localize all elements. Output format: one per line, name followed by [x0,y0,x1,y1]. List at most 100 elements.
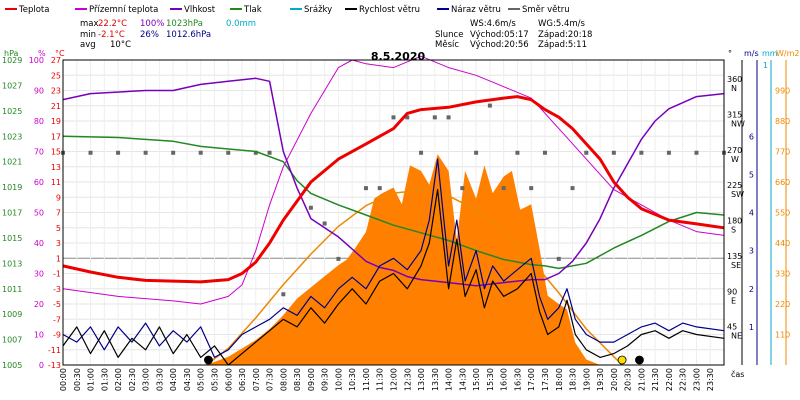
wind-direction-point [501,186,506,191]
x-tick-label: 01:00 [87,368,96,391]
wm-tick-label: 880 [775,117,790,126]
legend-label: Rychlost větru [359,5,420,15]
x-tick-label: 16:00 [500,368,509,391]
chart-title: 8.5.2020 [371,50,426,63]
hpa-tick-label: 1029 [2,56,22,65]
x-tick-label: 05:00 [197,368,206,391]
solar-radiation-area [63,154,724,365]
hpa-tick-label: 1027 [2,81,22,90]
x-tick-label: 08:00 [279,368,288,391]
legend-label: Náraz větru [451,5,501,15]
dir-tick-label: 225 [727,181,742,190]
dir-tick-label: 180 [727,217,742,226]
x-tick-label: 21:30 [651,368,660,391]
degc-tick-label: 11 [51,178,61,187]
wind-direction-point [405,115,410,120]
wind-direction-point [267,150,272,155]
dir-compass-label: E [731,296,736,305]
pct-tick-label: 70 [34,148,44,157]
wind-direction-point [226,150,231,155]
x-tick-label: 23:30 [706,368,715,391]
ms-unit: m/s [744,49,759,58]
pct-unit: % [38,49,46,58]
x-tick-label: 11:00 [362,368,371,391]
wind-direction-point [529,186,534,191]
x-tick-label: 19:30 [596,368,605,391]
wind-direction-point [515,150,520,155]
hpa-tick-label: 1021 [2,158,22,167]
x-tick-label: 17:30 [541,368,550,391]
ms-tick-label: 2 [749,285,754,294]
wind-speed-stat: WS:4.6m/s [470,19,516,29]
stats-block: max 22.2°C 100% 1023hPa 0.0mm min -2.1°C… [80,19,592,50]
dir-tick-label: 135 [727,252,742,261]
ms-tick-label: 5 [749,170,754,179]
wind-direction-point [474,150,479,155]
ms-tick-label: 6 [749,132,754,141]
degc-tick-label: 15 [51,148,61,157]
x-tick-label: 05:30 [210,368,219,391]
dir-compass-label: N [731,84,737,93]
x-tick-label: 06:00 [224,368,233,391]
wind-direction-point [391,115,396,120]
x-tick-label: 17:00 [527,368,536,391]
x-tick-label: 10:30 [348,368,357,391]
wind-direction-point [377,186,382,191]
legend-label: Přízemní teplota [89,5,158,15]
sun-event-marker [617,355,627,365]
legend-label: Teplota [18,5,49,15]
degc-tick-label: -1 [53,270,61,279]
x-tick-label: 03:00 [142,368,151,391]
legend-label: Tlak [243,5,262,15]
wind-gust-line [62,158,725,358]
max-press: 1023hPa [166,19,203,29]
wind-direction-point [253,150,258,155]
degc-unit: °C [55,49,65,58]
x-tick-label: 14:00 [445,368,454,391]
x-tick-label: 20:30 [624,368,633,391]
max-hum: 100% [140,19,164,29]
dir-compass-label: S [731,226,736,235]
max-label: max [80,19,99,29]
wind-direction-point [666,150,671,155]
wind-direction-point [281,292,286,297]
sun-rise: Východ:05:17 [470,30,529,40]
wind-direction-point [171,150,176,155]
x-tick-label: 18:30 [569,368,578,391]
x-tick-label: 18:00 [555,368,564,391]
degc-tick-label: 25 [51,71,61,80]
x-tick-label: 15:00 [472,368,481,391]
wm-tick-label: 440 [775,239,790,248]
wm-tick-label: 550 [775,209,790,218]
wm-tick-label: 110 [775,331,790,340]
wm-tick-label: 330 [775,270,790,279]
ms-tick-label: 4 [749,209,754,218]
hpa-tick-label: 1013 [2,259,22,268]
ms-tick-label: 3 [749,247,754,256]
dir-tick-label: 360 [727,75,742,84]
x-tick-label: 19:00 [582,368,591,391]
wind-direction-point [460,186,465,191]
wind-gust-stat: WG:5.4m/s [538,19,586,29]
x-tick-label: 08:30 [293,368,302,391]
dir-compass-label: NW [731,119,745,128]
wm-tick-label: 990 [775,87,790,96]
moon-label: Měsíc [435,40,459,50]
wind-direction-point [336,256,341,261]
wind-direction-point [542,150,547,155]
x-tick-label: 13:00 [417,368,426,391]
x-tick-label: 12:30 [403,368,412,391]
degc-tick-label: 13 [51,163,61,172]
x-tick-label: 22:30 [679,368,688,391]
x-tick-label: 23:00 [692,368,701,391]
x-tick-label: 07:30 [266,368,275,391]
x-tick-label: 16:30 [513,368,522,391]
wind-direction-point [570,186,575,191]
wind-direction-point [487,103,492,108]
degc-tick-label: 9 [56,193,61,202]
x-tick-label: 00:00 [59,368,68,391]
avg-temp: 10°C [110,40,131,50]
min-press: 1012.6hPa [166,30,211,40]
deg-unit: ° [728,49,732,58]
x-tick-label: 04:00 [169,368,178,391]
